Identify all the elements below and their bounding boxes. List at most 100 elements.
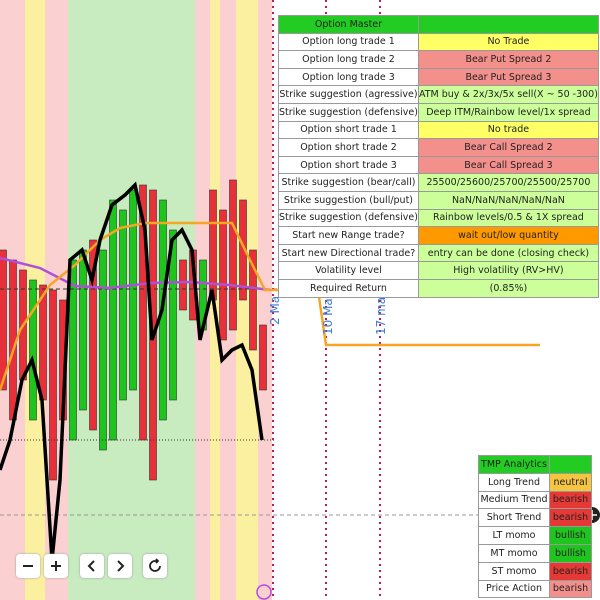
date-label: 2 Ma xyxy=(268,296,282,325)
background-stripe xyxy=(258,0,272,600)
candle xyxy=(229,179,237,331)
row-label: Strike suggestion (defensive) xyxy=(278,102,419,122)
header-cell xyxy=(417,15,599,34)
row-label: Option long trade 1 xyxy=(278,32,419,52)
row-label: Option short trade 1 xyxy=(278,120,419,140)
table-row: Required Return (0.85%) xyxy=(278,278,599,298)
table-row: Option short trade 1 No trade xyxy=(278,120,599,140)
row-label: Start new Range trade? xyxy=(278,226,419,245)
purple-line xyxy=(0,256,271,292)
flash-icon[interactable] xyxy=(256,584,272,600)
row-value: entry can be done (closing check) xyxy=(417,243,599,263)
candle xyxy=(39,284,47,401)
row-label: Option short trade 2 xyxy=(278,138,419,157)
candle xyxy=(109,199,117,441)
row-value: bullish xyxy=(549,526,592,545)
header-cell xyxy=(549,455,592,474)
date-label: 17 ma xyxy=(374,297,388,335)
row-value: bearish xyxy=(549,508,592,528)
chevron xyxy=(87,560,95,572)
table-row: Strike suggestion (defensive) Deep ITM/Ra… xyxy=(278,102,599,122)
reset-button[interactable] xyxy=(143,554,167,578)
chevron xyxy=(117,560,125,572)
row-label: Strike suggestion (defensive) xyxy=(278,208,419,228)
candle xyxy=(0,249,7,391)
candle xyxy=(119,209,127,401)
row-value: neutral xyxy=(549,472,592,492)
row-label: Required Return xyxy=(278,278,419,298)
row-label: Volatility level xyxy=(278,261,419,280)
table-title: Option Master xyxy=(278,15,419,34)
candle xyxy=(49,289,57,481)
row-label: ST momo xyxy=(478,561,550,581)
row-value: NaN/NaN/NaN/NaN/NaN xyxy=(417,190,599,210)
icon xyxy=(51,561,61,571)
table-row: Volatility level High volatility (RV>HV) xyxy=(278,261,599,280)
candle xyxy=(79,249,87,411)
plus xyxy=(51,561,61,571)
row-value: 25500/25600/25700/25500/25700 xyxy=(417,173,599,192)
table-row: Option short trade 2 Bear Call Spread 2 xyxy=(278,138,599,157)
table-row: Price Action bearish xyxy=(478,579,592,599)
table-row: Strike suggestion (agressive) ATM buy & 2… xyxy=(278,85,599,104)
table-row: Strike suggestion (bull/put) NaN/NaN/NaN/… xyxy=(278,190,599,210)
table-row: Option short trade 3 Bear Call Spread 3 xyxy=(278,155,599,175)
icon xyxy=(87,560,95,572)
scroll-left-button[interactable] xyxy=(80,554,104,578)
candle xyxy=(139,184,147,441)
table-row: ST momo bearish xyxy=(478,561,592,581)
row-value: Rainbow levels/0.5 & 1X spread xyxy=(417,208,599,228)
table-row: Start new Range trade? wait out/low quant… xyxy=(278,226,599,245)
row-value: bullish xyxy=(549,543,592,563)
icon xyxy=(23,565,33,567)
background-stripe xyxy=(236,0,258,600)
table-row: Medium Trend bearish xyxy=(478,490,592,510)
zoom-out-button[interactable] xyxy=(16,554,40,578)
candle xyxy=(249,249,257,351)
candle xyxy=(99,249,107,451)
row-value: Deep ITM/Rainbow level/1x spread xyxy=(417,102,599,122)
candle xyxy=(29,279,37,421)
candle xyxy=(129,189,137,391)
row-value: (0.85%) xyxy=(417,278,599,298)
row-value: ATM buy & 2x/3x/5x sell(X ~ 50 -300) xyxy=(417,85,599,104)
row-label: Short Trend xyxy=(478,508,550,528)
row-label: Price Action xyxy=(478,579,550,599)
table-row: Strike suggestion (bear/call) 25500/25600… xyxy=(278,173,599,192)
table-row: Long Trend neutral xyxy=(478,472,592,492)
table-row: Option long trade 3 Bear Put Spread 3 xyxy=(278,67,599,87)
row-label: Long Trend xyxy=(478,472,550,492)
row-label: Option short trade 3 xyxy=(278,155,419,175)
row-label: MT momo xyxy=(478,543,550,563)
row-label: Strike suggestion (agressive) xyxy=(278,85,419,104)
row-value: bearish xyxy=(549,561,592,581)
row-label: Option long trade 2 xyxy=(278,50,419,69)
row-label: Start new Directional trade? xyxy=(278,243,419,263)
candle xyxy=(259,324,267,391)
table-row: Start new Directional trade? entry can be… xyxy=(278,243,599,263)
row-label: Strike suggestion (bull/put) xyxy=(278,190,419,210)
option-master-table: Option Master Option long trade 1 No Trade… xyxy=(278,15,599,298)
row-value: Bear Call Spread 3 xyxy=(417,155,599,175)
table-row: Short Trend bearish xyxy=(478,508,592,528)
row-value: No Trade xyxy=(417,32,599,52)
row-value: High volatility (RV>HV) xyxy=(417,261,599,280)
row-value: Bear Put Spread 2 xyxy=(417,50,599,69)
scroll-right-button[interactable] xyxy=(108,554,132,578)
icon xyxy=(117,560,125,572)
row-label: Option long trade 3 xyxy=(278,67,419,87)
table-row: LT momo bullish xyxy=(478,526,592,545)
row-value: Bear Put Spread 3 xyxy=(417,67,599,87)
row-value: wait out/low quantity xyxy=(417,226,599,245)
zoom-in-button[interactable] xyxy=(44,554,68,578)
row-value: bearish xyxy=(549,579,592,599)
tmp-analytics-table: TMP Analytics Long Trend neutral Medium Tre… xyxy=(478,455,592,599)
reset xyxy=(149,558,161,572)
row-value: No trade xyxy=(417,120,599,140)
row-label: Medium Trend xyxy=(478,490,550,510)
date-label: 10 Ma xyxy=(321,298,335,335)
row-value: bearish xyxy=(549,490,592,510)
row-label: LT momo xyxy=(478,526,550,545)
